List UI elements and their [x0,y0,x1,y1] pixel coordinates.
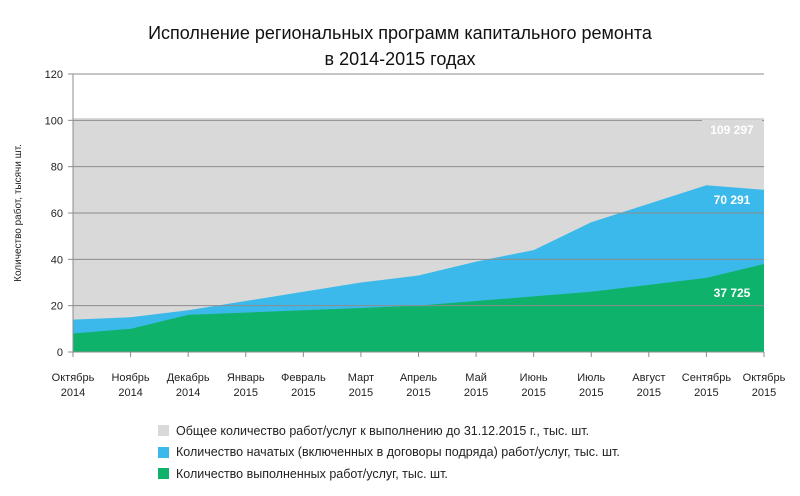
x-tick-label-2: Декабрь 2014 [167,372,210,399]
y-tick-label-60: 60 [51,208,63,220]
chart-title: Исполнение региональных программ капитал… [0,20,800,72]
chart-title-line-1: Исполнение региональных программ капитал… [148,23,652,43]
x-tick-label-6: Апрель 2015 [400,372,438,399]
y-tick-label-80: 80 [51,162,63,174]
x-tick-label-10: Август 2015 [632,372,665,399]
data-label-started: 70 291 [714,193,751,207]
x-tick-label-4: Февраль 2015 [281,372,326,399]
x-tick-label-11: Сентябрь 2015 [682,372,732,399]
data-label-total: 109 297 [710,123,754,137]
data-label-bg-started [703,190,761,210]
y-axis-title: Количество работ, тысячи шт. [12,144,24,282]
legend-swatch-completed [158,468,169,480]
area-series-completed [73,263,764,352]
y-tick-label-120: 120 [45,69,63,81]
x-tick-label-12: Октябрь 2015 [743,372,786,399]
x-tick-label-1: Ноябрь 2014 [111,372,149,399]
y-tick-label-100: 100 [45,115,63,127]
legend-item-completed: Количество выполненных работ/услуг, тыс.… [158,463,620,485]
data-label-completed: 37 725 [714,286,751,300]
y-tick-label-40: 40 [51,254,63,266]
x-tick-label-9: Июль 2015 [577,372,605,399]
legend-item-total: Общее количество работ/услуг к выполнени… [158,420,620,442]
legend-label-started: Количество начатых (включенных в договор… [176,445,620,460]
x-tick-label-8: Июнь 2015 [520,372,548,399]
legend-item-started: Количество начатых (включенных в договор… [158,442,620,464]
x-tick-label-3: Январь 2015 [227,372,265,399]
chart-title-line-2: в 2014-2015 годах [324,49,476,69]
y-tick-label-20: 20 [51,301,63,313]
legend-label-total: Общее количество работ/услуг к выполнени… [176,423,590,438]
x-tick-label-0: Октябрь 2014 [52,372,95,399]
legend-swatch-total [158,425,169,437]
chart-legend: Общее количество работ/услуг к выполнени… [158,420,620,485]
data-label-bg-total [702,120,762,140]
legend-label-completed: Количество выполненных работ/услуг, тыс.… [176,466,448,481]
data-label-bg-completed [703,283,761,303]
y-tick-label-0: 0 [57,347,63,359]
legend-swatch-started [158,446,169,458]
x-tick-label-5: Март 2015 [348,372,374,399]
x-tick-label-7: Май 2015 [464,372,488,399]
